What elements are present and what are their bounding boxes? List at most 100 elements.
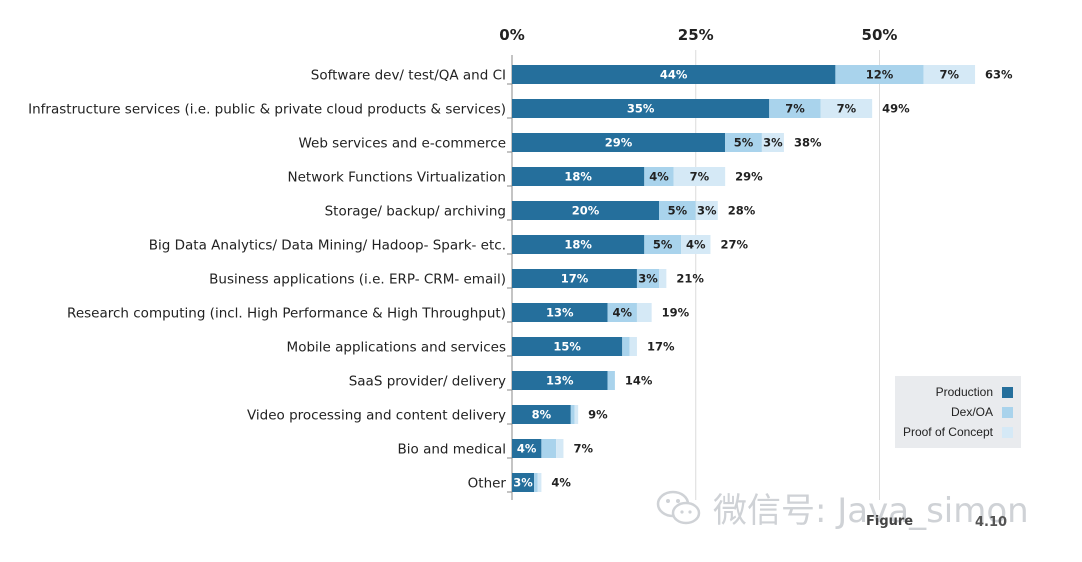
- bar-proof-of-concept-web-services-and-e-commerce: [761, 133, 784, 152]
- legend-label-production: Production: [935, 385, 993, 399]
- data-label-dex-oa-research-computing-incl-high-performance: 4%: [612, 306, 632, 320]
- data-label-production-mobile-applications-and-services: 15%: [553, 340, 581, 354]
- data-label-dex-oa-storage-backup-archiving: 5%: [668, 204, 688, 218]
- category-label-other: Other: [468, 476, 507, 492]
- data-label-dex-oa-software-dev-test-qa-and-ci: 12%: [866, 68, 894, 82]
- bar-dex-oa-big-data-analytics-data-mining-hadoop-sp: [644, 235, 682, 254]
- data-label-proof-of-concept-web-services-and-e-commerce: 3%: [763, 136, 783, 150]
- chart-legend: Production Dex/OA Proof of Concept: [895, 376, 1021, 448]
- legend-item-dex-oa: Dex/OA: [951, 405, 1013, 419]
- bar-dex-oa-other: [534, 473, 538, 492]
- bar-production-video-processing-and-content-delivery: [512, 405, 571, 424]
- legend-swatch-proof-of-concept: [1002, 426, 1013, 438]
- data-label-production-software-dev-test-qa-and-ci: 44%: [660, 68, 688, 82]
- bar-proof-of-concept-business-applications-i-e-erp-crm-email: [659, 269, 667, 288]
- category-label-infrastructure-services-i-e-public-priva: Infrastructure services (i.e. public & p…: [28, 102, 506, 118]
- wechat-icon: [656, 490, 701, 524]
- bar-proof-of-concept-video-processing-and-content-delivery: [574, 405, 579, 424]
- bar-proof-of-concept-big-data-analytics-data-mining-hadoop-sp: [681, 235, 711, 254]
- category-label-bio-and-medical: Bio and medical: [398, 442, 506, 458]
- category-label-business-applications-i-e-erp-crm-email: Business applications (i.e. ERP- CRM- em…: [209, 272, 506, 288]
- data-label-dex-oa-business-applications-i-e-erp-crm-email: 3%: [638, 272, 658, 286]
- data-label-production-video-processing-and-content-delivery: 8%: [532, 408, 552, 422]
- total-label-mobile-applications-and-services: 17%: [647, 340, 675, 354]
- category-label-research-computing-incl-high-performance: Research computing (incl. High Performan…: [67, 306, 506, 322]
- total-label-infrastructure-services-i-e-public-priva: 49%: [882, 102, 910, 116]
- bar-production-research-computing-incl-high-performance: [512, 303, 608, 322]
- figure-number: 4.10: [975, 515, 1008, 530]
- bar-dex-oa-research-computing-incl-high-performance: [607, 303, 637, 322]
- bar-dex-oa-business-applications-i-e-erp-crm-email: [636, 269, 659, 288]
- bar-proof-of-concept-mobile-applications-and-services: [629, 337, 637, 356]
- data-label-production-web-services-and-e-commerce: 29%: [605, 136, 633, 150]
- data-label-dex-oa-infrastructure-services-i-e-public-priva: 7%: [785, 102, 805, 116]
- bar-production-network-functions-virtualization: [512, 167, 645, 186]
- category-label-saas-provider-delivery: SaaS provider/ delivery: [349, 374, 506, 390]
- total-label-web-services-and-e-commerce: 38%: [794, 136, 822, 150]
- data-label-dex-oa-web-services-and-e-commerce: 5%: [734, 136, 754, 150]
- category-label-network-functions-virtualization: Network Functions Virtualization: [288, 170, 507, 186]
- bar-dex-oa-bio-and-medical: [541, 439, 557, 458]
- total-label-software-dev-test-qa-and-ci: 63%: [985, 68, 1013, 82]
- bar-dex-oa-storage-backup-archiving: [659, 201, 696, 220]
- bar-dex-oa-software-dev-test-qa-and-ci: [835, 65, 924, 84]
- watermark: 微信号: Java_simon: [655, 483, 1029, 532]
- bar-dex-oa-video-processing-and-content-delivery: [570, 405, 575, 424]
- x-tick-label-50: 50%: [862, 26, 898, 44]
- total-label-video-processing-and-content-delivery: 9%: [588, 408, 608, 422]
- bar-production-bio-and-medical: [512, 439, 542, 458]
- bar-proof-of-concept-software-dev-test-qa-and-ci: [923, 65, 976, 84]
- total-label-saas-provider-delivery: 14%: [625, 374, 653, 388]
- bar-dex-oa-mobile-applications-and-services: [622, 337, 630, 356]
- x-tick-label-25: 25%: [678, 26, 714, 44]
- data-label-production-other: 3%: [513, 476, 533, 490]
- total-label-business-applications-i-e-erp-crm-email: 21%: [676, 272, 704, 286]
- bar-production-saas-provider-delivery: [512, 371, 608, 390]
- total-label-other: 4%: [551, 476, 571, 490]
- category-label-video-processing-and-content-delivery: Video processing and content delivery: [247, 408, 506, 424]
- legend-label-dex-oa: Dex/OA: [950, 405, 993, 419]
- data-label-proof-of-concept-big-data-analytics-data-mining-hadoop-sp: 4%: [686, 238, 706, 252]
- bar-dex-oa-infrastructure-services-i-e-public-priva: [769, 99, 821, 118]
- data-label-production-business-applications-i-e-erp-crm-email: 17%: [561, 272, 589, 286]
- bar-dex-oa-web-services-and-e-commerce: [725, 133, 762, 152]
- bar-production-business-applications-i-e-erp-crm-email: [512, 269, 637, 288]
- data-label-proof-of-concept-infrastructure-services-i-e-public-priva: 7%: [837, 102, 857, 116]
- category-label-software-dev-test-qa-and-ci: Software dev/ test/QA and CI: [311, 68, 506, 84]
- category-label-mobile-applications-and-services: Mobile applications and services: [287, 340, 506, 356]
- total-label-research-computing-incl-high-performance: 19%: [662, 306, 690, 320]
- data-label-dex-oa-big-data-analytics-data-mining-hadoop-sp: 5%: [653, 238, 673, 252]
- legend-swatch-production: [1002, 386, 1013, 398]
- bar-proof-of-concept-bio-and-medical: [556, 439, 564, 458]
- watermark-text: 微信号: Java_simon: [713, 491, 1029, 531]
- legend-item-proof-of-concept: Proof of Concept: [903, 425, 1013, 439]
- x-tick-label-0: 0%: [499, 26, 524, 44]
- bar-production-web-services-and-e-commerce: [512, 133, 726, 152]
- bar-production-infrastructure-services-i-e-public-priva: [512, 99, 770, 118]
- category-label-storage-backup-archiving: Storage/ backup/ archiving: [325, 204, 506, 220]
- legend-label-proof-of-concept: Proof of Concept: [902, 425, 993, 439]
- bar-production-storage-backup-archiving: [512, 201, 659, 220]
- data-label-production-big-data-analytics-data-mining-hadoop-sp: 18%: [564, 238, 592, 252]
- data-label-production-saas-provider-delivery: 13%: [546, 374, 574, 388]
- bar-proof-of-concept-infrastructure-services-i-e-public-priva: [820, 99, 873, 118]
- bar-production-other: [512, 473, 535, 492]
- total-label-bio-and-medical: 7%: [573, 442, 593, 456]
- category-label-big-data-analytics-data-mining-hadoop-sp: Big Data Analytics/ Data Mining/ Hadoop-…: [149, 238, 506, 254]
- total-label-storage-backup-archiving: 28%: [728, 204, 756, 218]
- bar-proof-of-concept-other: [537, 473, 542, 492]
- figure-caption: Figure: [866, 514, 914, 529]
- total-label-big-data-analytics-data-mining-hadoop-sp: 27%: [720, 238, 748, 252]
- data-label-production-research-computing-incl-high-performance: 13%: [546, 306, 574, 320]
- data-label-proof-of-concept-network-functions-virtualization: 7%: [690, 170, 710, 184]
- data-label-production-infrastructure-services-i-e-public-priva: 35%: [627, 102, 655, 116]
- data-label-production-storage-backup-archiving: 20%: [572, 204, 600, 218]
- bar-production-software-dev-test-qa-and-ci: [512, 65, 836, 84]
- bar-dex-oa-network-functions-virtualization: [644, 167, 674, 186]
- bar-proof-of-concept-network-functions-virtualization: [673, 167, 726, 186]
- bar-dex-oa-saas-provider-delivery: [607, 371, 615, 390]
- data-label-proof-of-concept-storage-backup-archiving: 3%: [697, 204, 717, 218]
- data-label-production-network-functions-virtualization: 18%: [564, 170, 592, 184]
- legend-item-production: Production: [936, 385, 1013, 399]
